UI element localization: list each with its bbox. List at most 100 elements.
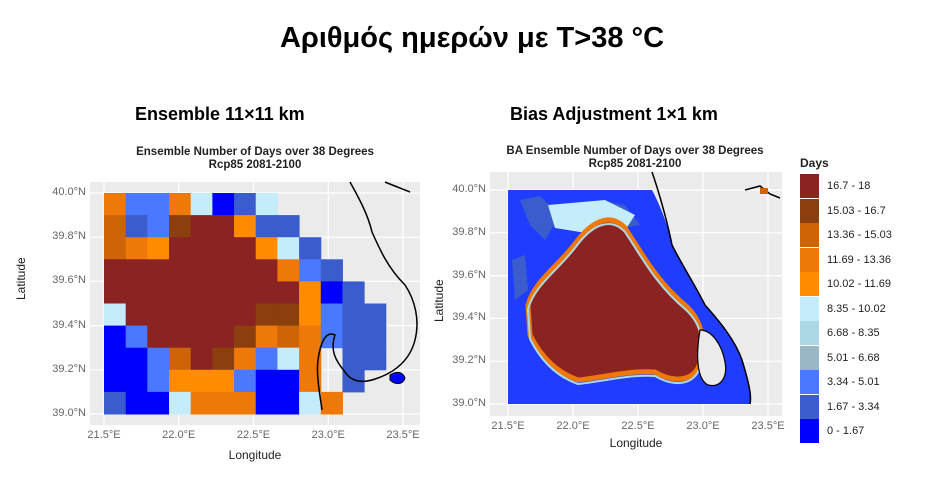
- heatmap-cell: [364, 347, 387, 371]
- legend-item: 13.36 - 15.03: [800, 223, 892, 247]
- heatmap-cell: [190, 281, 213, 304]
- heatmap-cell: [234, 215, 257, 238]
- legend-label: 16.7 - 18: [827, 180, 871, 192]
- heatmap-cell: [169, 369, 192, 393]
- heatmap-cell: [234, 259, 257, 282]
- heatmap-cell: [234, 325, 257, 349]
- heatmap-cell: [255, 215, 278, 238]
- right-x-tick-label: 22.5°E: [621, 420, 655, 432]
- right-x-axis-label: Longitude: [609, 436, 663, 450]
- heatmap-cell: [364, 325, 387, 349]
- heatmap-cell: [125, 281, 148, 304]
- left-y-tick-label: 39.6°N: [52, 274, 86, 287]
- heatmap-cell: [104, 259, 127, 282]
- right-y-tick-label: 39.2°N: [452, 354, 486, 367]
- right-coastline: [651, 171, 752, 405]
- heatmap-cell: [255, 303, 278, 327]
- heatmap-cell: [125, 215, 148, 238]
- heatmap-cell: [104, 237, 127, 260]
- legend-label: 6.68 - 8.35: [827, 327, 880, 339]
- left-y-axis-label: Latitude: [14, 257, 28, 300]
- heatmap-cell: [320, 259, 343, 282]
- heatmap-cell: [169, 347, 192, 371]
- heatmap-cell: [169, 391, 192, 415]
- heatmap-cell: [147, 215, 170, 238]
- right-y-tick-label: 39.8°N: [452, 225, 486, 238]
- heatmap-cell: [147, 369, 170, 393]
- legend-swatch: [800, 419, 819, 443]
- legend-item: 15.03 - 16.7: [800, 198, 886, 223]
- heatmap-cell: [212, 347, 235, 371]
- right-hot-core-region: [525, 217, 706, 383]
- left-coastline-north: [384, 181, 411, 193]
- right-chart-title-line1: BA Ensemble Number of Days over 38 Degre…: [506, 145, 764, 157]
- right-gulf: [697, 329, 727, 387]
- legend-item: 0 - 1.67: [800, 419, 864, 443]
- heatmap-cell: [255, 193, 278, 216]
- legend-item: 16.7 - 18: [800, 174, 870, 198]
- heatmap-cell: [212, 281, 235, 304]
- heatmap-cell: [234, 369, 257, 393]
- heatmap-cell: [104, 347, 127, 371]
- legend-label: 5.01 - 6.68: [827, 351, 880, 364]
- heatmap-cell: [277, 259, 300, 282]
- right-x-tick-label: 23.5°E: [751, 420, 785, 432]
- heatmap-cell: [104, 193, 127, 216]
- left-y-tick-label: 39.8°N: [52, 230, 86, 243]
- legend-item: 10.02 - 11.69: [800, 272, 891, 296]
- heatmap-cell: [212, 237, 235, 260]
- legend-label: 10.02 - 11.69: [827, 278, 892, 290]
- heatmap-cell: [190, 237, 213, 260]
- legend-swatch: [800, 296, 819, 321]
- heatmap-cell: [212, 303, 235, 327]
- heatmap-cell: [212, 259, 235, 282]
- legend-swatch: [800, 370, 819, 394]
- left-y-tick-label: 40.0°N: [52, 186, 86, 198]
- heatmap-cell: [169, 281, 192, 304]
- legend-label: 11.69 - 13.36: [827, 253, 892, 266]
- heatmap-cell: [104, 369, 127, 393]
- heatmap-cell: [212, 391, 235, 415]
- heatmap-cell: [320, 303, 343, 327]
- heatmap-cell: [234, 391, 257, 415]
- heatmap-cell: [277, 347, 300, 371]
- heatmap-cell: [342, 325, 365, 349]
- left-x-tick-label: 23.5°E: [386, 429, 420, 441]
- right-y-tick-label: 40.0°N: [452, 183, 486, 195]
- heatmap-cell: [104, 391, 127, 415]
- heatmap-cell: [234, 237, 257, 260]
- left-island: [389, 371, 406, 384]
- heatmap-cell: [169, 303, 192, 327]
- legend-label: 8.35 - 10.02: [827, 302, 886, 315]
- right-chart-subtitle: Rcp85 2081-2100: [588, 158, 682, 170]
- legend-item: 5.01 - 6.68: [800, 345, 880, 370]
- legend-swatch: [800, 174, 819, 198]
- heatmap-cell: [169, 325, 192, 349]
- heatmap-cell: [125, 325, 148, 349]
- heatmap-cell: [320, 281, 343, 304]
- legend-label: 3.34 - 5.01: [827, 376, 880, 388]
- heatmap-cell: [234, 303, 257, 327]
- heatmap-cell: [255, 347, 278, 371]
- left-chart-title-line1: Ensemble Number of Days over 38 Degrees: [136, 146, 374, 158]
- legend-item: 1.67 - 3.34: [800, 394, 880, 419]
- heatmap-cell: [277, 325, 300, 349]
- left-y-tick-label: 39.0°N: [52, 407, 86, 419]
- heatmap-cell: [299, 347, 322, 371]
- heatmap-cell: [277, 237, 300, 260]
- heatmap-cell: [104, 281, 127, 304]
- heatmap-cell: [234, 281, 257, 304]
- left-chart-subtitle: Rcp85 2081-2100: [208, 159, 302, 171]
- heatmap-cell: [169, 215, 192, 238]
- heatmap-cell: [277, 281, 300, 304]
- heatmap-cell: [190, 391, 213, 415]
- heatmap-cell: [212, 325, 235, 349]
- heatmap-cell: [147, 347, 170, 371]
- legend-item: 3.34 - 5.01: [800, 370, 880, 394]
- legend-label: 0 - 1.67: [827, 425, 865, 437]
- legend-item: 11.69 - 13.36: [800, 247, 892, 272]
- legend-swatch: [800, 247, 819, 272]
- left-x-tick-label: 23.0°E: [311, 429, 345, 441]
- legend-swatch: [800, 321, 819, 345]
